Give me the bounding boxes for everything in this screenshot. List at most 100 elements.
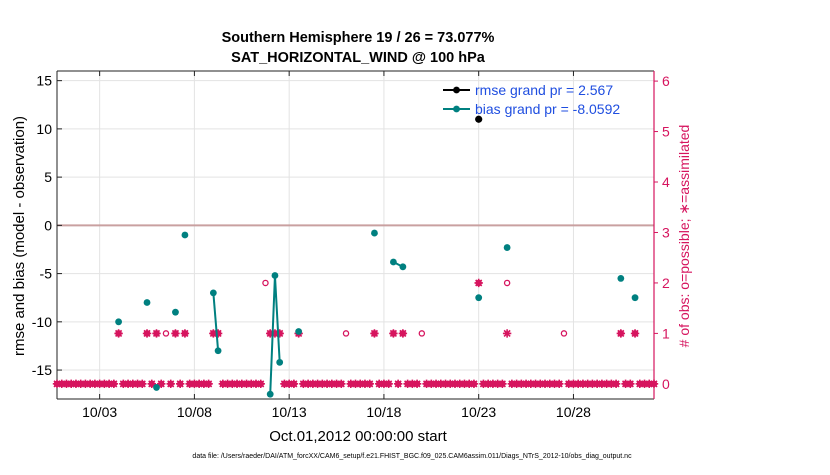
assimilated-obs-marker bbox=[332, 379, 341, 389]
assimilated-obs-marker bbox=[408, 379, 417, 389]
bias-data-point bbox=[371, 229, 378, 237]
assimilated-obs-marker bbox=[209, 329, 218, 338]
assimilated-obs-marker bbox=[275, 329, 284, 338]
assimilated-obs-marker bbox=[100, 379, 109, 389]
assimilated-obs-marker bbox=[474, 278, 483, 288]
y-tick-label: -15 bbox=[32, 362, 52, 378]
assimilated-obs-marker bbox=[502, 329, 512, 338]
assimilated-obs-marker bbox=[422, 379, 431, 389]
assimilated-obs-marker bbox=[564, 379, 573, 389]
assimilated-obs-marker bbox=[351, 379, 360, 389]
assimilated-obs-marker bbox=[465, 379, 474, 389]
assimilated-obs-marker bbox=[517, 379, 526, 389]
possible-obs-marker bbox=[162, 330, 170, 337]
assimilated-obs-marker bbox=[645, 379, 654, 389]
assimilated-obs-marker bbox=[128, 379, 138, 389]
assimilated-obs-marker bbox=[493, 379, 502, 389]
assimilated-obs-marker bbox=[289, 379, 299, 389]
assimilated-obs-marker bbox=[157, 379, 166, 389]
y-tick-label-right: 0 bbox=[662, 376, 670, 392]
bias-data-point bbox=[475, 294, 483, 302]
y-tick-label-right: 5 bbox=[662, 124, 670, 140]
assimilated-obs-marker bbox=[630, 329, 640, 338]
assimilated-obs-marker bbox=[109, 379, 119, 389]
x-axis-label: Oct.01,2012 00:00:00 start bbox=[269, 428, 447, 445]
assimilated-obs-marker bbox=[389, 329, 398, 338]
y-tick-label: 15 bbox=[36, 73, 52, 89]
assimilated-obs-marker bbox=[455, 379, 464, 389]
assimilated-obs-marker bbox=[81, 379, 90, 389]
assimilated-obs-marker bbox=[171, 329, 180, 338]
assimilated-obs-marker bbox=[578, 379, 588, 389]
assimilated-obs-marker bbox=[602, 379, 611, 389]
assimilated-obs-marker bbox=[384, 379, 393, 389]
assimilated-obs-marker bbox=[90, 379, 100, 389]
assimilated-obs-marker bbox=[512, 379, 521, 389]
x-tick-label: 10/03 bbox=[82, 404, 117, 420]
x-tick-label: 10/13 bbox=[272, 404, 307, 420]
assimilated-obs-marker bbox=[583, 379, 592, 389]
legend: rmse grand pr = 2.567 bias grand pr = -8.… bbox=[443, 82, 620, 117]
y-tick-label-right: 3 bbox=[662, 224, 670, 240]
legend-bias-label: bias grand pr = -8.0592 bbox=[475, 101, 620, 117]
assimilated-obs-marker bbox=[573, 379, 583, 389]
assimilated-obs-marker bbox=[607, 379, 616, 389]
assimilated-obs-marker bbox=[597, 379, 607, 389]
possible-obs-marker bbox=[503, 279, 511, 287]
assimilated-obs-marker bbox=[488, 379, 498, 389]
assimilated-obs-marker bbox=[427, 379, 436, 389]
assimilated-obs-marker bbox=[469, 379, 479, 389]
assimilated-obs-marker bbox=[185, 379, 194, 389]
assimilated-obs-marker bbox=[337, 379, 346, 389]
assimilated-obs-marker bbox=[280, 379, 289, 389]
assimilated-obs-marker bbox=[398, 329, 408, 338]
assimilated-obs-marker bbox=[119, 379, 128, 389]
possible-obs-marker bbox=[262, 279, 269, 287]
assimilated-obs-marker bbox=[507, 379, 517, 389]
assimilated-obs-marker bbox=[270, 329, 280, 338]
assimilated-obs-marker bbox=[531, 379, 540, 389]
bias-data-point bbox=[631, 294, 639, 302]
y-tick-label: 0 bbox=[44, 217, 52, 233]
assimilated-obs-marker bbox=[213, 329, 223, 338]
assimilated-obs-marker bbox=[237, 379, 246, 389]
assimilated-obs-marker bbox=[57, 379, 66, 389]
assimilated-obs-marker bbox=[147, 379, 156, 389]
assimilated-obs-marker bbox=[412, 379, 422, 389]
y-tick-label: 5 bbox=[44, 169, 52, 185]
assimilated-obs-marker bbox=[393, 379, 403, 389]
assimilated-obs-marker bbox=[308, 379, 318, 389]
assimilated-obs-marker bbox=[85, 379, 95, 389]
possible-obs-marker bbox=[418, 330, 426, 337]
assimilated-obs-marker bbox=[550, 379, 559, 389]
x-tick-label: 10/08 bbox=[177, 404, 212, 420]
assimilated-obs-marker bbox=[555, 379, 564, 389]
plot-area: 10/03 10/08 10/13 10/18 10/23 10/28 -15 -10 -5 0 5… bbox=[32, 70, 670, 420]
assimilated-obs-marker bbox=[242, 379, 251, 389]
chart-title-line-1: Southern Hemisphere 19 / 26 = 73.077% bbox=[222, 30, 495, 46]
assimilated-obs-marker bbox=[616, 329, 626, 338]
assimilated-obs-marker bbox=[483, 379, 493, 389]
assimilated-obs-marker bbox=[588, 379, 597, 389]
assimilated-obs-marker bbox=[640, 379, 649, 389]
assimilated-obs-marker bbox=[199, 379, 209, 389]
assimilated-obs-marker bbox=[403, 379, 412, 389]
x-tick-label: 10/28 bbox=[556, 404, 591, 420]
assimilated-obs-marker bbox=[251, 379, 261, 389]
assimilated-obs-marker bbox=[545, 379, 554, 389]
assimilated-obs-marker bbox=[76, 379, 85, 389]
assimilated-obs-marker bbox=[370, 329, 379, 338]
bias-data-point bbox=[181, 231, 189, 239]
assimilated-obs-marker bbox=[152, 329, 161, 338]
possible-obs-marker bbox=[560, 330, 568, 337]
assimilated-obs-marker bbox=[104, 379, 114, 389]
bias-data-point bbox=[115, 318, 122, 326]
assimilated-obs-marker bbox=[431, 379, 441, 389]
y-tick-label-right: 4 bbox=[662, 174, 670, 190]
rmse-data-point bbox=[475, 115, 483, 123]
assimilated-obs-marker bbox=[204, 379, 213, 389]
bias-data-point bbox=[266, 390, 274, 398]
assimilated-obs-marker bbox=[218, 379, 228, 389]
assimilated-obs-marker bbox=[232, 379, 242, 389]
assimilated-obs-marker bbox=[446, 379, 455, 389]
